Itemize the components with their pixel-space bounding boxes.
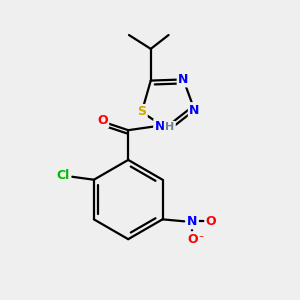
Text: N: N xyxy=(187,215,197,228)
Text: O: O xyxy=(206,215,216,228)
Text: N: N xyxy=(178,73,188,86)
Text: N: N xyxy=(155,120,165,133)
Text: H: H xyxy=(165,122,174,132)
Text: O: O xyxy=(187,233,198,246)
Text: ⁻: ⁻ xyxy=(199,234,204,244)
Text: O: O xyxy=(97,114,108,127)
Text: Cl: Cl xyxy=(56,169,70,182)
Text: N: N xyxy=(189,103,200,117)
Text: S: S xyxy=(137,105,146,119)
